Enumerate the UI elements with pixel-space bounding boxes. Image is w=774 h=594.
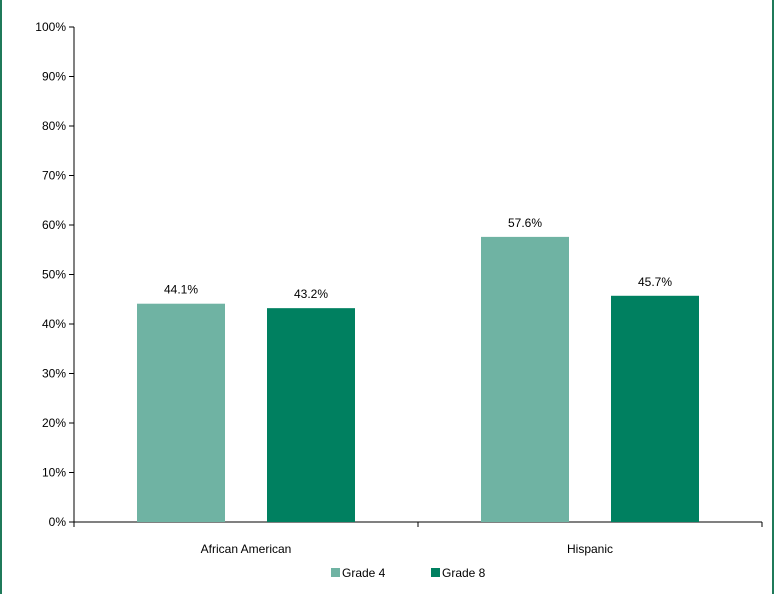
bar-value-label: 45.7%: [638, 275, 672, 289]
y-tick-label: 100%: [35, 20, 66, 34]
y-tick-label: 70%: [42, 169, 66, 183]
legend-swatch: [431, 568, 440, 577]
bar: [611, 295, 699, 522]
y-tick-label: 30%: [42, 367, 66, 381]
y-tick-label: 60%: [42, 218, 66, 232]
y-tick-label: 40%: [42, 317, 66, 331]
y-tick-label: 90%: [42, 70, 66, 84]
y-tick-label: 50%: [42, 268, 66, 282]
y-tick-label: 20%: [42, 416, 66, 430]
bar: [267, 308, 355, 522]
bar-value-label: 57.6%: [508, 216, 542, 230]
y-tick-label: 0%: [49, 515, 67, 529]
bar-value-label: 44.1%: [164, 283, 198, 297]
bar-value-label: 43.2%: [294, 287, 328, 301]
bars: 44.1% 43.2% 57.6% 45.7%: [137, 216, 699, 522]
y-axis: 0% 10% 20% 30% 40% 50% 60% 70% 80% 90% 100%: [35, 20, 75, 529]
y-tick-label: 80%: [42, 119, 66, 133]
legend-label: Grade 4: [342, 566, 386, 580]
x-category-label: Hispanic: [567, 542, 613, 556]
legend-label: Grade 8: [442, 566, 486, 580]
legend-swatch: [331, 568, 340, 577]
bar: [137, 303, 225, 522]
x-axis: African American Hispanic: [73, 521, 763, 556]
x-category-label: African American: [201, 542, 292, 556]
bar: [481, 236, 569, 522]
y-tick-label: 10%: [42, 466, 66, 480]
legend: Grade 4 Grade 8: [331, 566, 486, 580]
